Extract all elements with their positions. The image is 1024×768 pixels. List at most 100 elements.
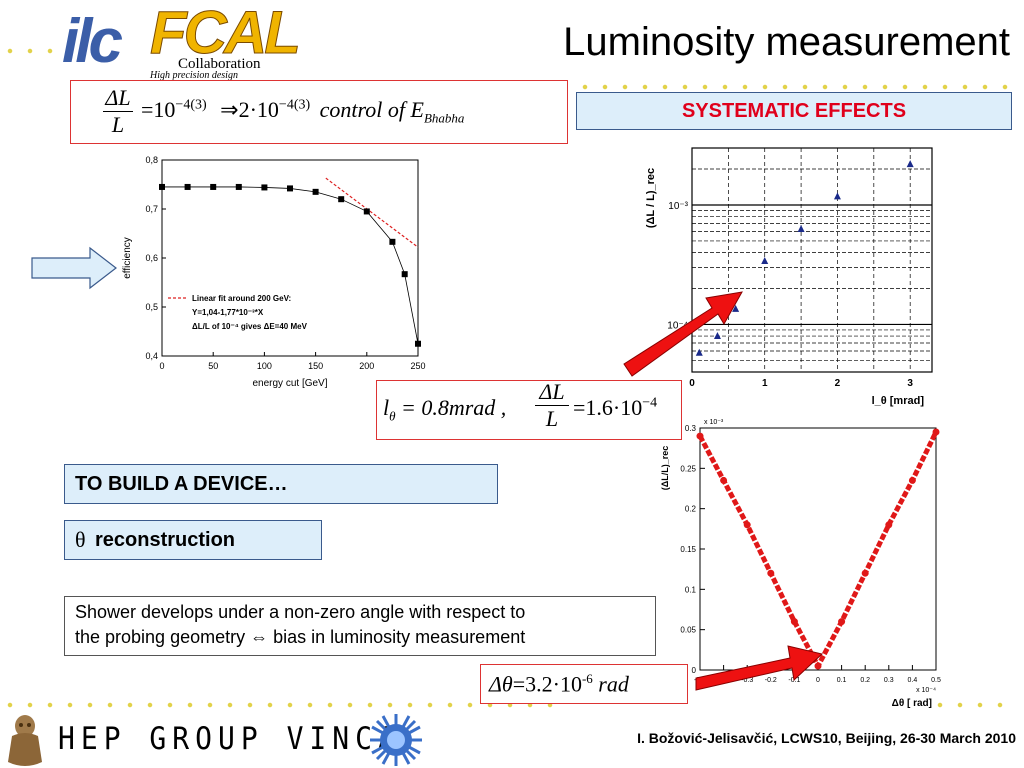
formula-top-tail: control of E [319,97,424,122]
plot-frame [699,427,937,671]
data-point [401,271,408,278]
formula-top-numerator: ΔL [103,85,133,112]
formula-top-exp2: −4(3) [278,97,311,113]
fcal-subtitle: High precision design [150,70,238,81]
y-tick-label: 0,6 [145,253,158,263]
y-multiplier: x 10⁻³ [704,419,724,426]
formula-mid-exp: −4 [642,395,658,411]
x-tick-label: 0.1 [837,677,847,684]
data-point [261,184,268,191]
data-point [338,196,345,203]
y-tick-label: 0,8 [145,155,158,165]
data-point [389,238,396,245]
data-point [184,183,191,190]
formula-bottom-unit: rad [598,671,629,697]
data-point [210,183,217,190]
top-dot-row [0,48,60,54]
x-tick-label: 0.2 [860,677,870,684]
y-tick-label: 0.05 [680,626,696,635]
footer-group-text: HEP GROUP VINCA [58,720,401,757]
data-point [312,188,319,195]
y-tick-label: 0.25 [680,464,696,473]
y-tick-label: 0.2 [685,505,697,514]
data-point [932,428,940,436]
formula-mid-lhs: lθ = 0.8mrad , [383,395,506,424]
y-tick-label: 10⁻⁴ [667,320,688,331]
y-tick-label: 0.15 [680,545,696,554]
formula-mid-numerator: ΔL [535,379,569,406]
bottom-dot-row [0,702,560,708]
virus-icon [370,714,422,766]
formula-mid-theta: θ [389,408,396,424]
data-point [732,304,740,312]
shower-text-line1: Shower develops under a non-zero angle w… [75,602,526,622]
x-tick-label: -0.3 [741,677,753,684]
x-tick-label: 0.4 [908,677,918,684]
y-axis-label: (ΔL / L)_rec [645,168,657,228]
shower-text-line2: the probing geometry ⇔ bias in luminosit… [75,627,526,647]
ilc-logo-text: ilc [62,7,123,76]
theta-symbol: θ [75,527,86,552]
left-arrow-icon [31,246,117,290]
data-point [235,183,242,190]
series-band [697,430,939,669]
formula-mid-l: l [383,395,390,420]
fcal-collab-text: Collaboration [178,56,261,72]
footer-credit: I. Božović-Jelisavčić, LCWS10, Beijing, … [637,730,1016,746]
legend-entry: Linear fit around 200 GeV: [192,294,291,303]
fcal-logo: FCAL Collaboration High precision design [150,0,320,82]
data-point [363,208,370,215]
formula-top-eq: =10 [141,97,176,122]
formula-top-denominator: L [111,112,125,137]
formula-mid-val: = 0.8mrad , [401,395,507,420]
formula-box-bottom: Δθ=3.2·10-6 rad [480,664,688,704]
formula-box-top: ΔL L =10−4(3) ⇒2·10−4(3) control of EBha… [70,80,568,144]
build-device-box: TO BUILD A DEVICE… [64,464,498,504]
formula-box-middle: lθ = 0.8mrad , ΔL L =1.6·10−4 [376,379,682,440]
fit-line [325,177,419,248]
slide-title: Luminosity measurement [563,20,1010,64]
x-axis-label: l_θ [mrad] [872,395,925,407]
shower-text-box: Shower develops under a non-zero angle w… [64,596,656,656]
red-arrow-top-icon [623,291,743,377]
x-tick-label: 0 [689,378,695,389]
x-tick-label: 1 [762,378,768,389]
x-tick-label: 250 [410,361,425,371]
x-tick-label: 0 [159,361,164,371]
formula-top-fraction: ΔL L [103,85,133,138]
x-tick-label: 0.5 [931,677,941,684]
efficiency-chart: 0 50 100 150 200 250 0,4 0,5 0,6 0,7 0,8 energy cut… [122,155,426,389]
x-tick-label: 100 [257,361,272,371]
x-tick-label: 0.3 [884,677,894,684]
data-point [713,332,721,340]
formula-top-arrow: ⇒2·10 [220,97,279,122]
red-arrow-bottom-icon [695,645,824,691]
legend-entry: ΔL/L of 10⁻⁴ gives ΔE=40 MeV [192,322,308,331]
y-tick-label: 0 [692,666,697,675]
systematic-effects-box: SYSTEMATIC EFFECTS [576,92,1012,130]
formula-top-exp1: −4(3) [175,97,207,113]
formula-top-rhs: =10−4(3) ⇒2·10−4(3) control of EBhabha [141,97,464,126]
data-point [833,192,841,200]
systematic-effects-label: SYSTEMATIC EFFECTS [681,100,907,122]
formula-bottom-exp: -6 [581,671,593,686]
x-axis-label: energy cut [GeV] [252,378,327,389]
fcal-logo-text: FCAL [150,0,302,66]
y-tick-label: 0,5 [145,302,158,312]
formula-mid-fraction: ΔL L [535,379,569,432]
y-tick-label: 0.3 [685,424,697,433]
legend-entry: Y=1,04-1,77*10⁻³*X [192,308,264,317]
formula-bottom-eq: =3.2·10 [512,671,582,697]
build-device-label: TO BUILD A DEVICE… [75,473,288,495]
x-tick-label: -0.1 [788,677,800,684]
formula-mid-eq2: =1.6·10 [573,395,643,420]
data-point [695,348,703,356]
formula-mid-rhs: =1.6·10−4 [573,395,657,421]
formula-bottom-delta: Δθ [489,671,513,697]
x-axis-label: Δθ [ rad] [892,698,932,709]
bottom-dot-row-right [930,702,1010,708]
y-axis-label: efficiency [122,237,133,279]
x-tick-label: -0.2 [765,677,777,684]
x-tick-label: 200 [359,361,374,371]
y-axis-label: (ΔL/L)_rec [660,446,670,490]
